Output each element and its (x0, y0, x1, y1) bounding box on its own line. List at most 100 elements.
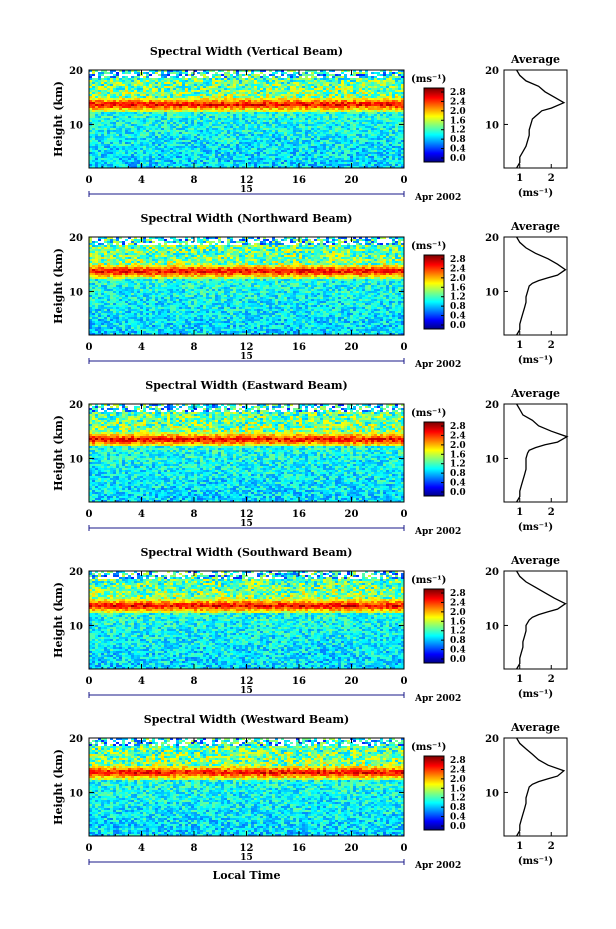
heatmap-cell (188, 98, 191, 100)
heatmap-cell (224, 106, 227, 108)
heatmap-cell (131, 96, 134, 98)
heatmap-cell (161, 134, 164, 136)
heatmap-cell (314, 146, 317, 148)
heatmap-cell (395, 82, 398, 84)
heatmap-cell (224, 76, 227, 78)
heatmap-cell (341, 108, 344, 110)
heatmap-cell (302, 88, 305, 90)
heatmap-cell (254, 118, 257, 120)
heatmap-cell (311, 108, 314, 110)
heatmap-cell (155, 144, 158, 146)
heatmap-cell (140, 114, 143, 116)
heatmap-cell (92, 96, 95, 98)
heatmap-cell (212, 128, 215, 130)
heatmap-cell (155, 164, 158, 166)
heatmap-cell (152, 102, 155, 104)
heatmap-cell (203, 138, 206, 140)
heatmap-cell (245, 138, 248, 140)
heatmap-cell (347, 160, 350, 162)
heatmap-cell (227, 78, 230, 80)
heatmap-cell (146, 126, 149, 128)
heatmap-cell (290, 144, 293, 146)
heatmap-cell (287, 100, 290, 102)
heatmap-cell (221, 124, 224, 126)
heatmap-cell (98, 90, 101, 92)
heatmap-cell (302, 152, 305, 154)
heatmap-cell (215, 108, 218, 110)
heatmap-cell (299, 146, 302, 148)
heatmap-cell (98, 96, 101, 98)
heatmap-cell (239, 164, 242, 166)
heatmap-cell (98, 134, 101, 136)
heatmap-cell (353, 140, 356, 142)
heatmap-cell (335, 86, 338, 88)
heatmap-cell (239, 124, 242, 126)
heatmap-cell (92, 98, 95, 100)
heatmap-cell (311, 96, 314, 98)
heatmap-cell (341, 112, 344, 114)
heatmap-cell (188, 152, 191, 154)
heatmap-cell (128, 160, 131, 162)
heatmap-cell (377, 160, 380, 162)
heatmap-cell (101, 108, 104, 110)
heatmap-cell (161, 150, 164, 152)
heatmap-cell (167, 134, 170, 136)
heatmap-cell (233, 86, 236, 88)
heatmap-cell (251, 138, 254, 140)
heatmap-cell (386, 130, 389, 132)
heatmap-cell (236, 76, 239, 78)
heatmap-cell (353, 78, 356, 80)
heatmap-cell (377, 122, 380, 124)
heatmap-cell (194, 150, 197, 152)
heatmap-cell (143, 140, 146, 142)
heatmap-cell (311, 158, 314, 160)
heatmap-cell (314, 118, 317, 120)
heatmap-cell (92, 74, 95, 76)
heatmap-cell (137, 142, 140, 144)
heatmap-cell (374, 152, 377, 154)
heatmap-cell (221, 136, 224, 138)
heatmap-cell (134, 96, 137, 98)
heatmap-cell (299, 106, 302, 108)
heatmap-cell (146, 90, 149, 92)
heatmap-cell (230, 76, 233, 78)
heatmap-cell (365, 148, 368, 150)
heatmap-cell (107, 156, 110, 158)
heatmap-cell (293, 122, 296, 124)
heatmap-cell (197, 104, 200, 106)
heatmap-cell (389, 94, 392, 96)
heatmap-cell (215, 92, 218, 94)
heatmap-cell (329, 152, 332, 154)
heatmap-cell (308, 112, 311, 114)
heatmap-cell (143, 78, 146, 80)
heatmap-cell (398, 118, 401, 120)
heatmap-cell (251, 164, 254, 166)
heatmap-cell (308, 94, 311, 96)
heatmap-cell (116, 82, 119, 84)
heatmap-cell (398, 112, 401, 114)
heatmap-cell (140, 90, 143, 92)
heatmap-cell (104, 152, 107, 154)
heatmap-cell (365, 130, 368, 132)
heatmap-cell (236, 92, 239, 94)
heatmap-cell (212, 160, 215, 162)
heatmap-cell (239, 158, 242, 160)
heatmap-cell (395, 86, 398, 88)
heatmap-cell (209, 110, 212, 112)
heatmap-cell (398, 100, 401, 102)
heatmap-cell (356, 78, 359, 80)
heatmap-cell (182, 130, 185, 132)
heatmap-cell (206, 90, 209, 92)
heatmap-cell (137, 104, 140, 106)
heatmap-cell (194, 108, 197, 110)
heatmap-cell (203, 76, 206, 78)
heatmap-cell (350, 118, 353, 120)
heatmap-cell (116, 100, 119, 102)
heatmap-cell (398, 88, 401, 90)
heatmap-cell (167, 112, 170, 114)
heatmap-cell (251, 118, 254, 120)
heatmap-cell (323, 74, 326, 76)
heatmap-cell (290, 138, 293, 140)
heatmap-cell (377, 162, 380, 164)
heatmap-cell (185, 164, 188, 166)
